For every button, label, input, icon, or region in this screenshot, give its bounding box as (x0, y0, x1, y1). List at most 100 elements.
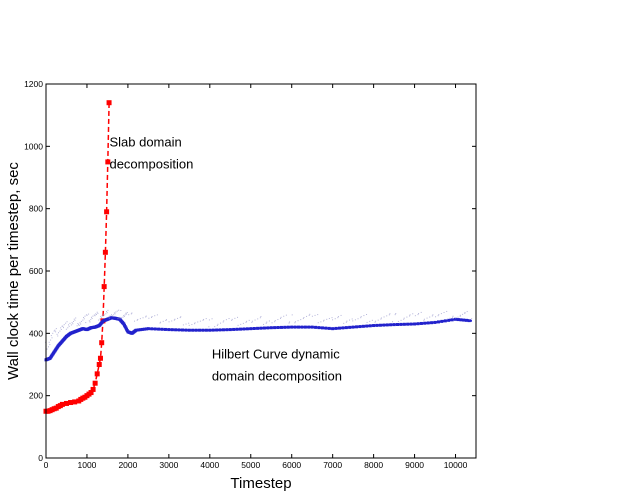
series-point (432, 314, 434, 316)
annotation-text: domain decomposition (212, 368, 342, 383)
series-point (431, 315, 433, 317)
x-tick-label: 5000 (241, 460, 260, 470)
series-point (103, 313, 105, 315)
series-point (181, 328, 185, 332)
series-point (380, 317, 382, 319)
series-point (102, 315, 104, 317)
series-point (187, 328, 191, 332)
series-point (242, 322, 244, 324)
series-point (118, 316, 120, 318)
series-point (344, 326, 348, 330)
series-point (101, 284, 107, 290)
series-point (283, 315, 285, 317)
series-point (153, 327, 157, 331)
series-point (426, 321, 430, 325)
series-point (109, 315, 111, 317)
series-point (409, 322, 413, 326)
series-point (138, 328, 142, 332)
series-point (88, 313, 90, 315)
series-point (105, 159, 111, 165)
x-tick-label: 2000 (118, 460, 137, 470)
series-point (447, 318, 451, 322)
series-point (106, 312, 108, 314)
series-point (148, 317, 150, 319)
x-tick-label: 0 (44, 460, 49, 470)
x-axis-label: Timestep (230, 475, 291, 492)
series-point (386, 315, 388, 317)
series-point (310, 325, 314, 329)
series-point (467, 319, 471, 323)
series-point (294, 321, 296, 323)
series-point (377, 319, 379, 321)
series-point (269, 326, 273, 330)
series-point (163, 327, 167, 331)
series-point (446, 318, 448, 320)
series-point (429, 316, 431, 318)
series-point (419, 321, 423, 325)
series-point (409, 315, 411, 317)
series-point (440, 313, 442, 315)
series-point (374, 321, 376, 323)
series-point (413, 322, 417, 326)
series-point (307, 325, 311, 329)
series-point (160, 327, 164, 331)
series-point (276, 326, 280, 330)
series-point (142, 327, 146, 331)
series-point (366, 321, 368, 323)
series-point (346, 320, 348, 322)
series-point (446, 310, 448, 312)
y-tick-label: 400 (29, 328, 43, 338)
series-point (88, 320, 90, 322)
series-point (124, 314, 126, 316)
series-point (406, 316, 408, 318)
series-point (466, 311, 468, 313)
series-point (268, 320, 270, 322)
series-point (257, 318, 259, 320)
series-point (360, 317, 362, 319)
ticks-layer: 0 1000 2000 3000 4000 5000 6000 7000 8000 9000 100… (24, 79, 476, 470)
series-point (90, 319, 92, 321)
series-point (122, 316, 124, 318)
series-point (160, 321, 162, 323)
series-point (331, 327, 335, 331)
series-point (443, 312, 445, 314)
series-point (375, 320, 377, 322)
series-point (145, 315, 147, 317)
series-point (331, 317, 333, 319)
series-point (218, 328, 222, 332)
series-point (123, 315, 125, 317)
series-point (136, 328, 140, 332)
series-point (363, 315, 365, 317)
y-tick-label: 0 (38, 453, 43, 463)
series-point (99, 340, 105, 346)
series-point (452, 316, 454, 318)
series-point (98, 319, 100, 321)
series-point (59, 330, 61, 332)
y-tick-label: 200 (29, 391, 43, 401)
series-point (366, 313, 368, 315)
series-point (251, 321, 253, 323)
series-point (199, 320, 201, 322)
series-point (61, 325, 63, 327)
series-point (144, 327, 148, 331)
series-point (68, 325, 70, 327)
series-point (115, 311, 117, 313)
series-point (403, 317, 405, 319)
series-point (349, 319, 351, 321)
series-point (102, 249, 108, 255)
series-point (128, 314, 130, 316)
series-point (274, 320, 276, 322)
series-point (170, 328, 174, 332)
series-point (62, 327, 64, 329)
series-point (159, 322, 161, 324)
series-point (385, 323, 389, 327)
series-point (259, 317, 261, 319)
series-point (256, 326, 260, 330)
series-point (414, 315, 416, 317)
series-point (265, 322, 267, 324)
series-point (302, 318, 304, 320)
series-point (85, 322, 87, 324)
x-tick-label: 1000 (77, 460, 96, 470)
series-point (394, 314, 396, 316)
series-point (136, 319, 138, 321)
